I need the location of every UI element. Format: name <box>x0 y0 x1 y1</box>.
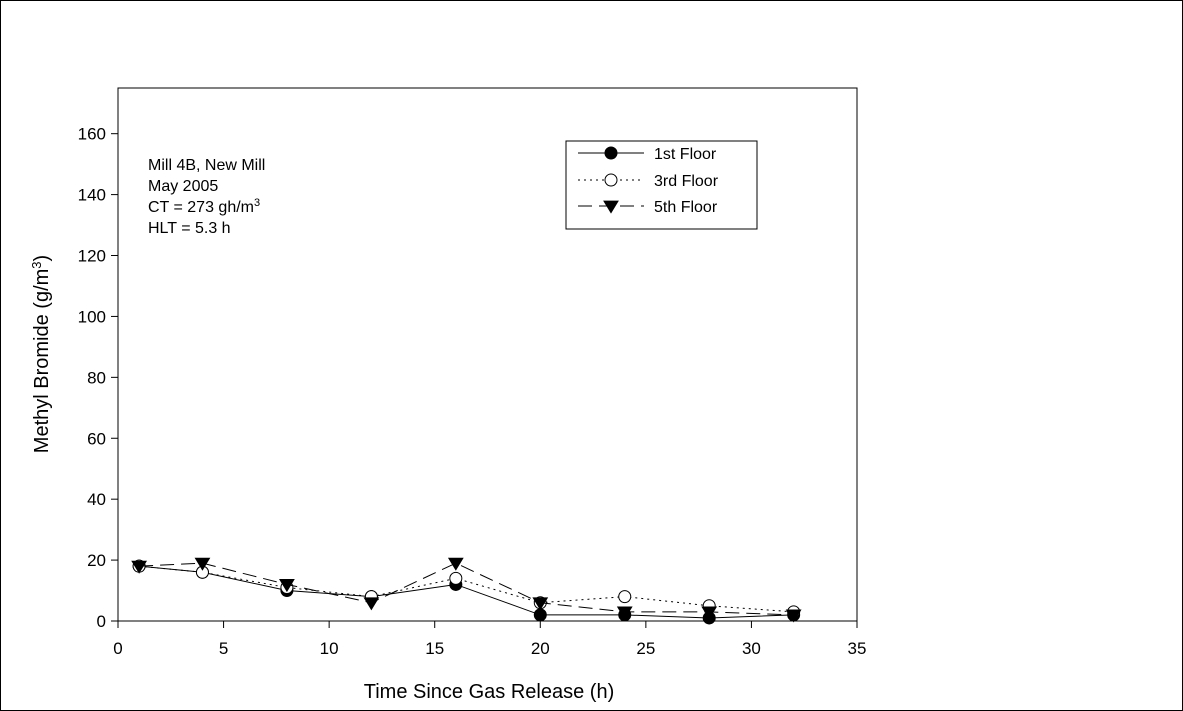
series-2-point <box>618 590 632 604</box>
y-axis-title-tail: ) <box>31 255 53 262</box>
series-3-point <box>701 606 718 620</box>
legend-marker-2 <box>604 173 618 187</box>
y-tick-label: 120 <box>78 247 106 266</box>
series-3-point <box>363 597 380 611</box>
y-axis-title: Methyl Bromide (g/m3) <box>29 255 54 453</box>
y-tick-label: 40 <box>87 490 106 509</box>
y-tick-label: 140 <box>78 186 106 205</box>
annotation-line-4: HLT = 5.3 h <box>148 220 231 237</box>
x-tick-label: 0 <box>113 639 122 658</box>
x-axis-ticks: 0 5 10 15 20 25 30 35 <box>113 621 866 658</box>
y-axis-title-sup: 3 <box>29 261 44 268</box>
series-3-point <box>194 557 211 571</box>
series-2-point <box>449 571 463 585</box>
series-3-point <box>616 606 633 620</box>
annotation-line-3-main: CT = 273 gh/m <box>148 199 254 216</box>
annotation-line-3-sup: 3 <box>254 197 260 209</box>
y-tick-label: 80 <box>87 368 106 387</box>
series-1 <box>132 559 801 625</box>
y-tick-label: 60 <box>87 429 106 448</box>
y-axis-title-main: Methyl Bromide (g/m <box>31 269 53 454</box>
legend: 1st Floor 3rd Floor 5th Floor <box>565 140 758 230</box>
annotation-block: Mill 4B, New Mill May 2005 CT = 273 gh/m… <box>148 157 265 237</box>
series-3-point <box>279 579 295 593</box>
series-1-point <box>533 608 547 622</box>
plot-area <box>117 87 858 622</box>
x-tick-label: 5 <box>219 639 228 658</box>
legend-label-2: 3rd Floor <box>654 173 719 190</box>
series-2 <box>132 559 801 619</box>
legend-marker-3 <box>603 200 619 214</box>
legend-entries <box>578 146 644 214</box>
x-tick-label: 15 <box>425 639 444 658</box>
legend-label-1: 1st Floor <box>654 146 717 163</box>
legend-label-3: 5th Floor <box>654 199 718 216</box>
series-layer <box>131 557 802 625</box>
x-tick-label: 20 <box>531 639 550 658</box>
x-tick-label: 30 <box>742 639 761 658</box>
legend-box <box>565 140 758 230</box>
y-tick-label: 100 <box>78 307 106 326</box>
y-tick-label: 0 <box>97 612 106 631</box>
y-tick-label: 20 <box>87 551 106 570</box>
series-3 <box>131 557 802 623</box>
x-tick-label: 35 <box>848 639 867 658</box>
x-tick-label: 10 <box>320 639 339 658</box>
x-tick-label: 25 <box>636 639 655 658</box>
legend-marker-1 <box>604 146 618 160</box>
series-3-point <box>785 609 802 623</box>
y-axis-ticks: 0 20 40 60 80 100 120 140 160 <box>78 125 118 631</box>
series-3-line <box>139 562 794 616</box>
series-1-line <box>139 565 794 619</box>
series-2-line <box>139 565 794 613</box>
series-3-point <box>532 597 549 611</box>
series-3-point <box>447 557 464 571</box>
annotation-line-3: CT = 273 gh/m3 <box>148 197 260 216</box>
series-3-point <box>131 560 148 574</box>
annotation-line-1: Mill 4B, New Mill <box>148 157 265 174</box>
annotation-line-2: May 2005 <box>148 178 218 195</box>
x-axis-title: Time Since Gas Release (h) <box>364 681 614 703</box>
y-tick-label: 160 <box>78 125 106 144</box>
